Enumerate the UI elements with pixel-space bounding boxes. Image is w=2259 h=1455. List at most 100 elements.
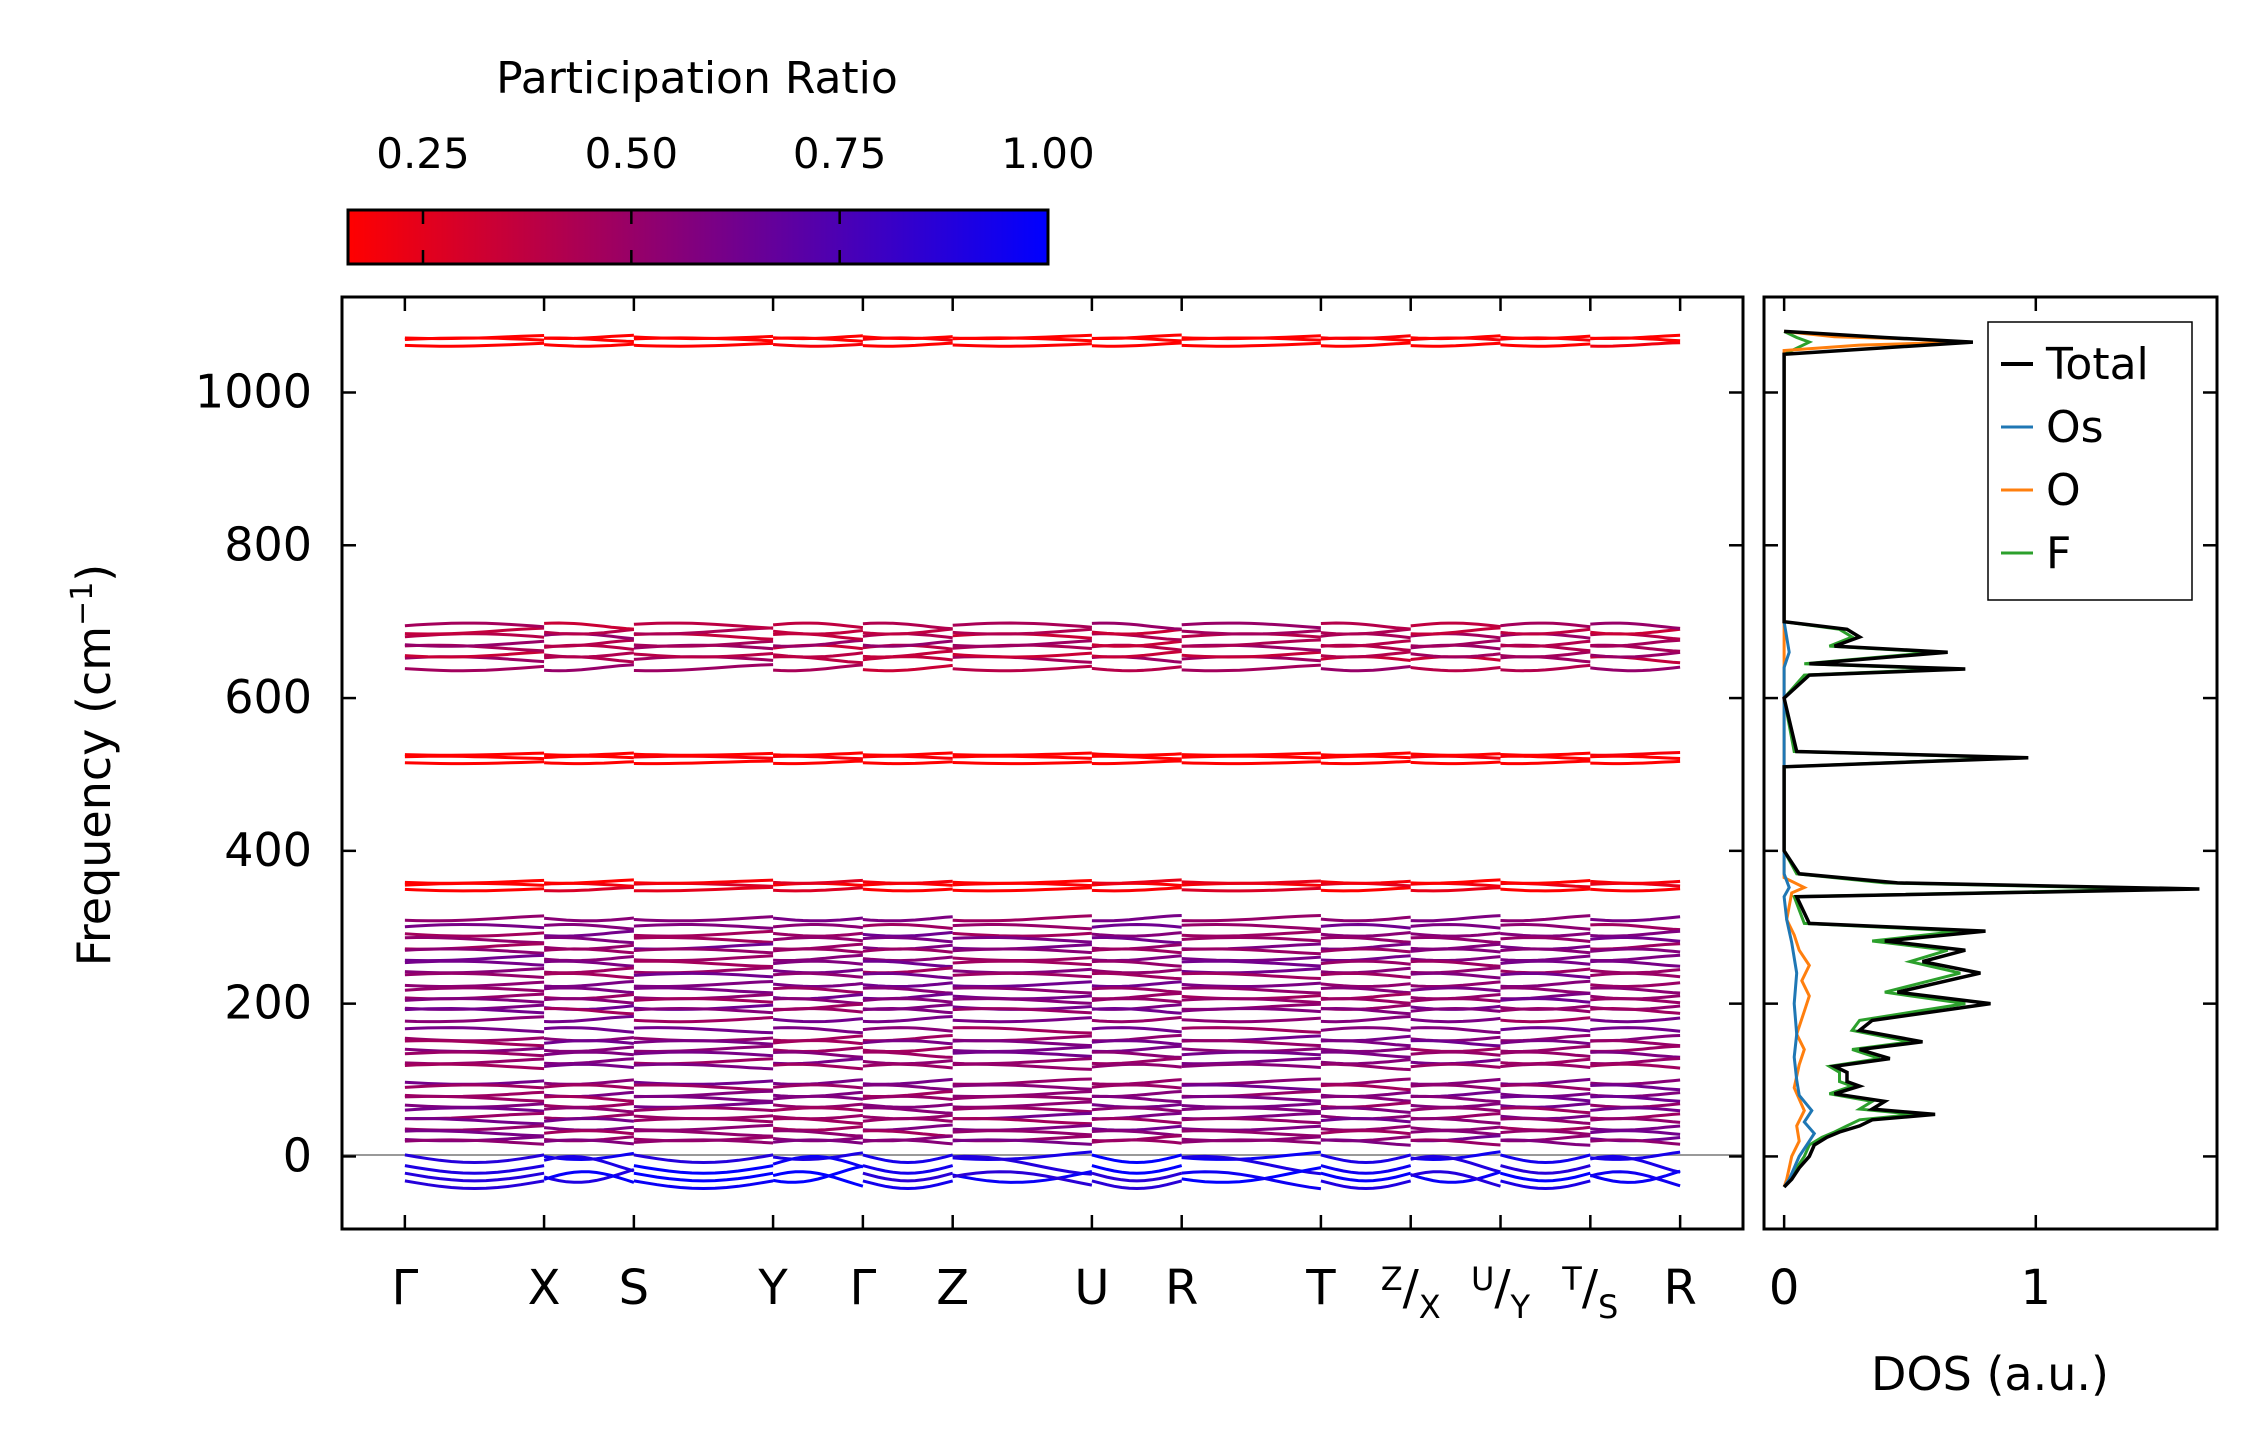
band-line <box>633 929 774 938</box>
y-tick-label: 1000 <box>195 364 312 418</box>
band-line <box>952 751 1092 757</box>
colorbar: Participation Ratio 0.25 0.50 0.75 1.00 <box>346 53 1095 266</box>
band-line <box>952 342 1092 348</box>
band-line <box>1590 1026 1681 1033</box>
band-line <box>952 959 1092 967</box>
band-line <box>1590 922 1681 932</box>
band-line <box>543 1050 635 1057</box>
band-line <box>1181 997 1321 1005</box>
band-line <box>544 997 635 1005</box>
band-line <box>1410 1138 1501 1147</box>
x-tick-label: X <box>528 1260 561 1316</box>
band-line <box>773 1116 863 1126</box>
legend-label: Total <box>2045 339 2149 390</box>
band-line <box>1181 1094 1321 1103</box>
band-line <box>1590 1129 1681 1136</box>
band-line <box>544 923 635 931</box>
band-line <box>952 971 1092 979</box>
band-line <box>1320 1083 1411 1092</box>
band-line <box>1320 1006 1411 1016</box>
x-tick-label: R <box>1165 1260 1198 1316</box>
legend-items: Total Os OF <box>2001 339 2149 579</box>
band-line <box>1500 1039 1591 1046</box>
band-line <box>773 342 863 348</box>
band-line <box>772 947 864 954</box>
band-line <box>1181 760 1321 766</box>
band-line <box>1091 1129 1182 1137</box>
band-line <box>1500 887 1591 893</box>
band-line <box>952 1039 1092 1048</box>
band-line <box>1091 886 1182 893</box>
band-line <box>1320 947 1411 954</box>
band-line <box>633 1106 774 1113</box>
band-line <box>633 997 774 1004</box>
band-line <box>1181 1026 1321 1034</box>
band-line <box>952 1062 1092 1071</box>
band-line <box>952 931 1092 938</box>
band-line <box>862 986 953 995</box>
band-line <box>1410 878 1501 885</box>
band-line <box>1590 1083 1681 1092</box>
band-line <box>952 923 1092 931</box>
band-line <box>862 1129 953 1138</box>
band-line <box>543 628 635 636</box>
band-line <box>773 334 863 341</box>
band-line <box>1500 754 1591 761</box>
band-line <box>1590 627 1681 636</box>
band-line <box>1500 1016 1591 1024</box>
band-line <box>1181 334 1321 341</box>
band-line <box>1500 1006 1591 1014</box>
band-line <box>1181 914 1321 923</box>
band-line <box>633 1050 774 1058</box>
band-line <box>633 1100 774 1109</box>
band-line <box>1181 1129 1321 1138</box>
band-line <box>1590 1154 1681 1174</box>
band-line <box>633 1138 774 1145</box>
band-line <box>862 1138 953 1146</box>
band-line <box>633 639 774 648</box>
band-line <box>633 621 774 630</box>
band-line <box>1091 986 1182 994</box>
band-line <box>772 923 864 930</box>
band-line <box>1590 997 1681 1005</box>
band-line <box>543 1138 635 1146</box>
band-line <box>1500 1044 1591 1054</box>
band-line <box>862 621 953 631</box>
band-line <box>633 334 774 341</box>
band-line <box>772 651 864 659</box>
band-line <box>404 922 545 930</box>
colorbar-title: Participation Ratio <box>496 53 898 104</box>
band-line <box>1410 1083 1501 1091</box>
band-line <box>952 947 1092 955</box>
band-line <box>773 997 863 1006</box>
band-line <box>1091 947 1182 955</box>
y-axis-label-text: Frequency (cm <box>67 626 121 966</box>
band-line <box>1410 971 1501 980</box>
band-line <box>952 1050 1092 1058</box>
band-line <box>1320 931 1411 938</box>
band-line <box>404 751 545 757</box>
band-line <box>404 887 545 893</box>
band-line <box>1500 751 1591 757</box>
band-line <box>1410 931 1501 938</box>
band-line <box>952 986 1092 995</box>
band-line <box>1320 665 1411 673</box>
band-line <box>1091 1164 1183 1175</box>
band-line <box>1091 931 1182 938</box>
band-line <box>862 1050 953 1059</box>
band-line <box>544 971 635 980</box>
band-line <box>1091 1171 1183 1183</box>
band-line <box>544 929 634 938</box>
band-line <box>1590 1050 1681 1059</box>
band-line <box>1500 334 1591 341</box>
band-line <box>1320 627 1411 636</box>
band-line <box>1320 341 1411 348</box>
band-line <box>1500 1153 1591 1165</box>
band-line <box>862 1094 953 1101</box>
band-line <box>772 1039 864 1046</box>
band-line <box>862 341 953 348</box>
band-line <box>1181 1166 1322 1184</box>
band-line <box>773 754 863 761</box>
band-line <box>1320 621 1411 631</box>
